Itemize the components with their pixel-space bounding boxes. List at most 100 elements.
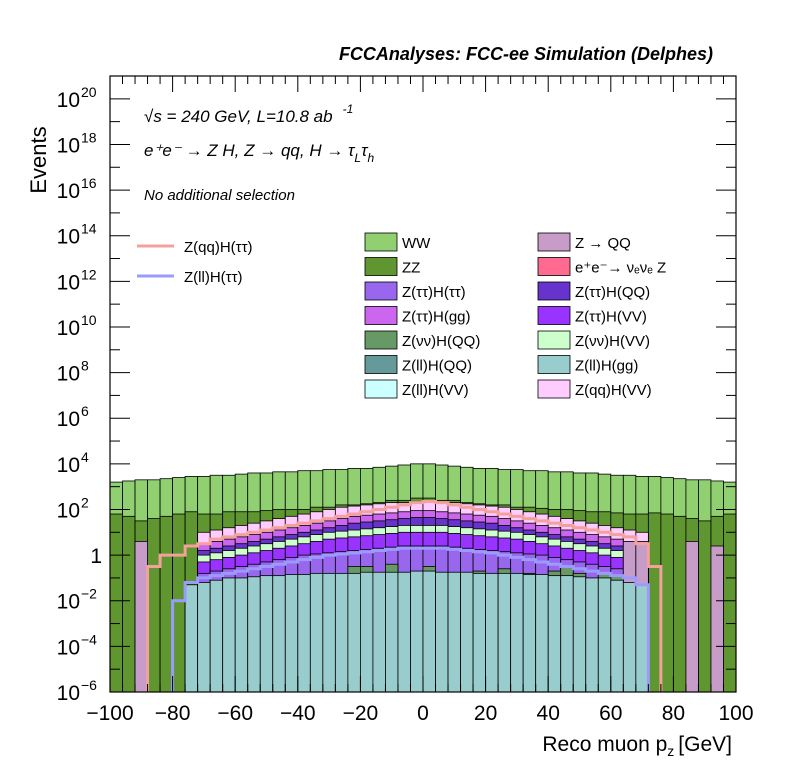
y-tick-label: 10 bbox=[57, 682, 80, 705]
hist-bin bbox=[184, 584, 199, 692]
y-tick-label: 10 bbox=[57, 271, 80, 294]
annotation-process-sub2: h bbox=[367, 151, 374, 165]
hist-bin bbox=[585, 577, 599, 692]
x-axis: −100 −80 −60 −40 −20 0 20 40 60 80 100 bbox=[86, 76, 754, 725]
hist-bin bbox=[297, 574, 311, 692]
y-tick-base: 10 bbox=[57, 271, 80, 294]
hist-bin bbox=[647, 512, 662, 692]
legend-bkg-swatch bbox=[364, 281, 398, 301]
hist-bin bbox=[172, 513, 186, 692]
hist-bin bbox=[522, 574, 537, 692]
y-tick-exponent: 12 bbox=[81, 266, 97, 282]
annotation-energy-sup: -1 bbox=[343, 102, 354, 116]
y-tick-exponent: 14 bbox=[81, 221, 97, 237]
legend-bkg-swatch bbox=[364, 355, 398, 374]
hist-bin bbox=[110, 513, 123, 692]
y-tick-label: 10 bbox=[57, 454, 80, 477]
y-tick-base: 10 bbox=[57, 89, 80, 112]
hist-bin bbox=[234, 577, 249, 692]
signal-lines bbox=[146, 499, 663, 692]
legend-bkg-label: ZZ bbox=[402, 260, 420, 277]
x-axis-label-unit: [GeV] bbox=[678, 733, 732, 756]
annotation-process-text: e⁺e⁻ → Z H, Z → qq, H → τ bbox=[144, 141, 356, 160]
x-axis-label-sub: z bbox=[667, 743, 674, 759]
y-tick-label: 10 bbox=[57, 408, 80, 431]
hist-bin bbox=[422, 570, 436, 692]
hist-bin bbox=[322, 572, 336, 692]
legend-bkg-label: WW bbox=[402, 235, 431, 252]
hist-bin bbox=[272, 575, 286, 692]
y-tick-label: 10 bbox=[57, 226, 80, 249]
hist-bin bbox=[359, 571, 374, 692]
y-tick-base: 10 bbox=[57, 180, 80, 203]
legend-signal-label: Z(qq)H(ττ) bbox=[184, 239, 253, 256]
x-axis-label: Reco muon pz [GeV] bbox=[542, 733, 732, 759]
y-tick-base: 10 bbox=[57, 454, 80, 477]
legend-bkg-label: Z(ττ)H(gg) bbox=[402, 309, 471, 326]
legend-bkg-swatch bbox=[364, 306, 398, 325]
y-tick-label: 10 bbox=[57, 499, 80, 522]
x-tick-label: 40 bbox=[537, 702, 560, 725]
hist-bin bbox=[472, 572, 486, 692]
y-tick-base: 10 bbox=[57, 226, 80, 249]
x-axis-label-main: Reco muon p bbox=[542, 733, 667, 756]
legend-bkg-label: Z → QQ bbox=[575, 235, 631, 252]
legend-bkg-swatch bbox=[364, 330, 398, 350]
y-tick-base: 10 bbox=[57, 682, 80, 705]
y-tick-label: 10 bbox=[57, 317, 80, 340]
hist-bin bbox=[410, 570, 424, 692]
y-tick-label: 10 bbox=[57, 89, 80, 112]
annotation-selection: No additional selection bbox=[144, 187, 295, 204]
legend-bkg-swatch bbox=[537, 281, 571, 301]
hist-bin bbox=[710, 545, 724, 692]
hist-bin bbox=[447, 571, 461, 692]
plot-area bbox=[110, 463, 736, 692]
hist-bin bbox=[723, 513, 736, 692]
legend-bkg-swatch bbox=[537, 232, 571, 252]
hist-bin bbox=[147, 518, 161, 692]
annotation-block: √s = 240 GeV, L=10.8 ab -1 e⁺e⁻ → Z H, Z … bbox=[144, 102, 374, 204]
y-tick-base: 10 bbox=[57, 636, 80, 659]
hist-bin bbox=[159, 515, 174, 692]
legend-bkg-label: e⁺e⁻→ νₑνₑ Z bbox=[575, 260, 666, 277]
y-tick-base: 10 bbox=[57, 317, 80, 340]
legend-bkg-label: Z(ll)H(QQ) bbox=[402, 358, 472, 375]
y-tick-exponent: 16 bbox=[81, 175, 97, 191]
hist-bin bbox=[547, 575, 562, 692]
y-tick-base: 1 bbox=[90, 545, 102, 568]
legend-bkg-label: Z(qq)H(VV) bbox=[575, 382, 652, 399]
y-tick-base: 10 bbox=[57, 408, 80, 431]
y-tick-label: 10 bbox=[57, 134, 80, 157]
legend-signal-label: Z(ll)H(ττ) bbox=[184, 269, 243, 286]
legend-bkg-label: Z(ττ)H(VV) bbox=[575, 309, 647, 326]
legend-backgrounds: WW Z → QQ ZZ e⁺e⁻→ νₑνₑ Z Z(ττ)H(ττ) Z(ττ)H(Q… bbox=[364, 232, 666, 399]
y-tick-base: 10 bbox=[57, 363, 80, 386]
legend-bkg-label: Z(ll)H(gg) bbox=[575, 358, 638, 375]
y-tick-exponent: −4 bbox=[81, 631, 97, 647]
x-tick-label: 20 bbox=[474, 702, 497, 725]
legend-bkg-label: Z(ll)H(VV) bbox=[402, 382, 469, 399]
x-tick-label: 100 bbox=[718, 702, 753, 725]
y-tick-label: 10 bbox=[57, 363, 80, 386]
legend-bkg-swatch bbox=[537, 306, 571, 325]
legend-bkg-swatch bbox=[364, 232, 398, 252]
hist-bin bbox=[197, 582, 211, 692]
x-tick-label: −20 bbox=[343, 702, 379, 725]
legend-bkg-label: Z(ττ)H(ττ) bbox=[402, 284, 466, 301]
y-tick-label: 1 bbox=[90, 545, 102, 568]
hist-bin bbox=[698, 520, 712, 692]
hist-bin bbox=[572, 576, 587, 692]
legend-signals: Z(qq)H(ττ) Z(ll)H(ττ) bbox=[137, 239, 253, 286]
y-tick-exponent: 8 bbox=[81, 358, 89, 374]
hist-bin bbox=[535, 574, 549, 692]
y-tick-label: 10 bbox=[57, 591, 80, 614]
y-tick-label: 10 bbox=[57, 180, 80, 203]
hist-bin bbox=[597, 577, 612, 692]
y-tick-label: 10 bbox=[57, 636, 80, 659]
y-tick-exponent: −2 bbox=[81, 586, 97, 602]
hist-bin bbox=[460, 571, 474, 692]
x-tick-label: −100 bbox=[86, 702, 133, 725]
hist-bin bbox=[660, 513, 674, 692]
hist-bin bbox=[347, 572, 361, 692]
